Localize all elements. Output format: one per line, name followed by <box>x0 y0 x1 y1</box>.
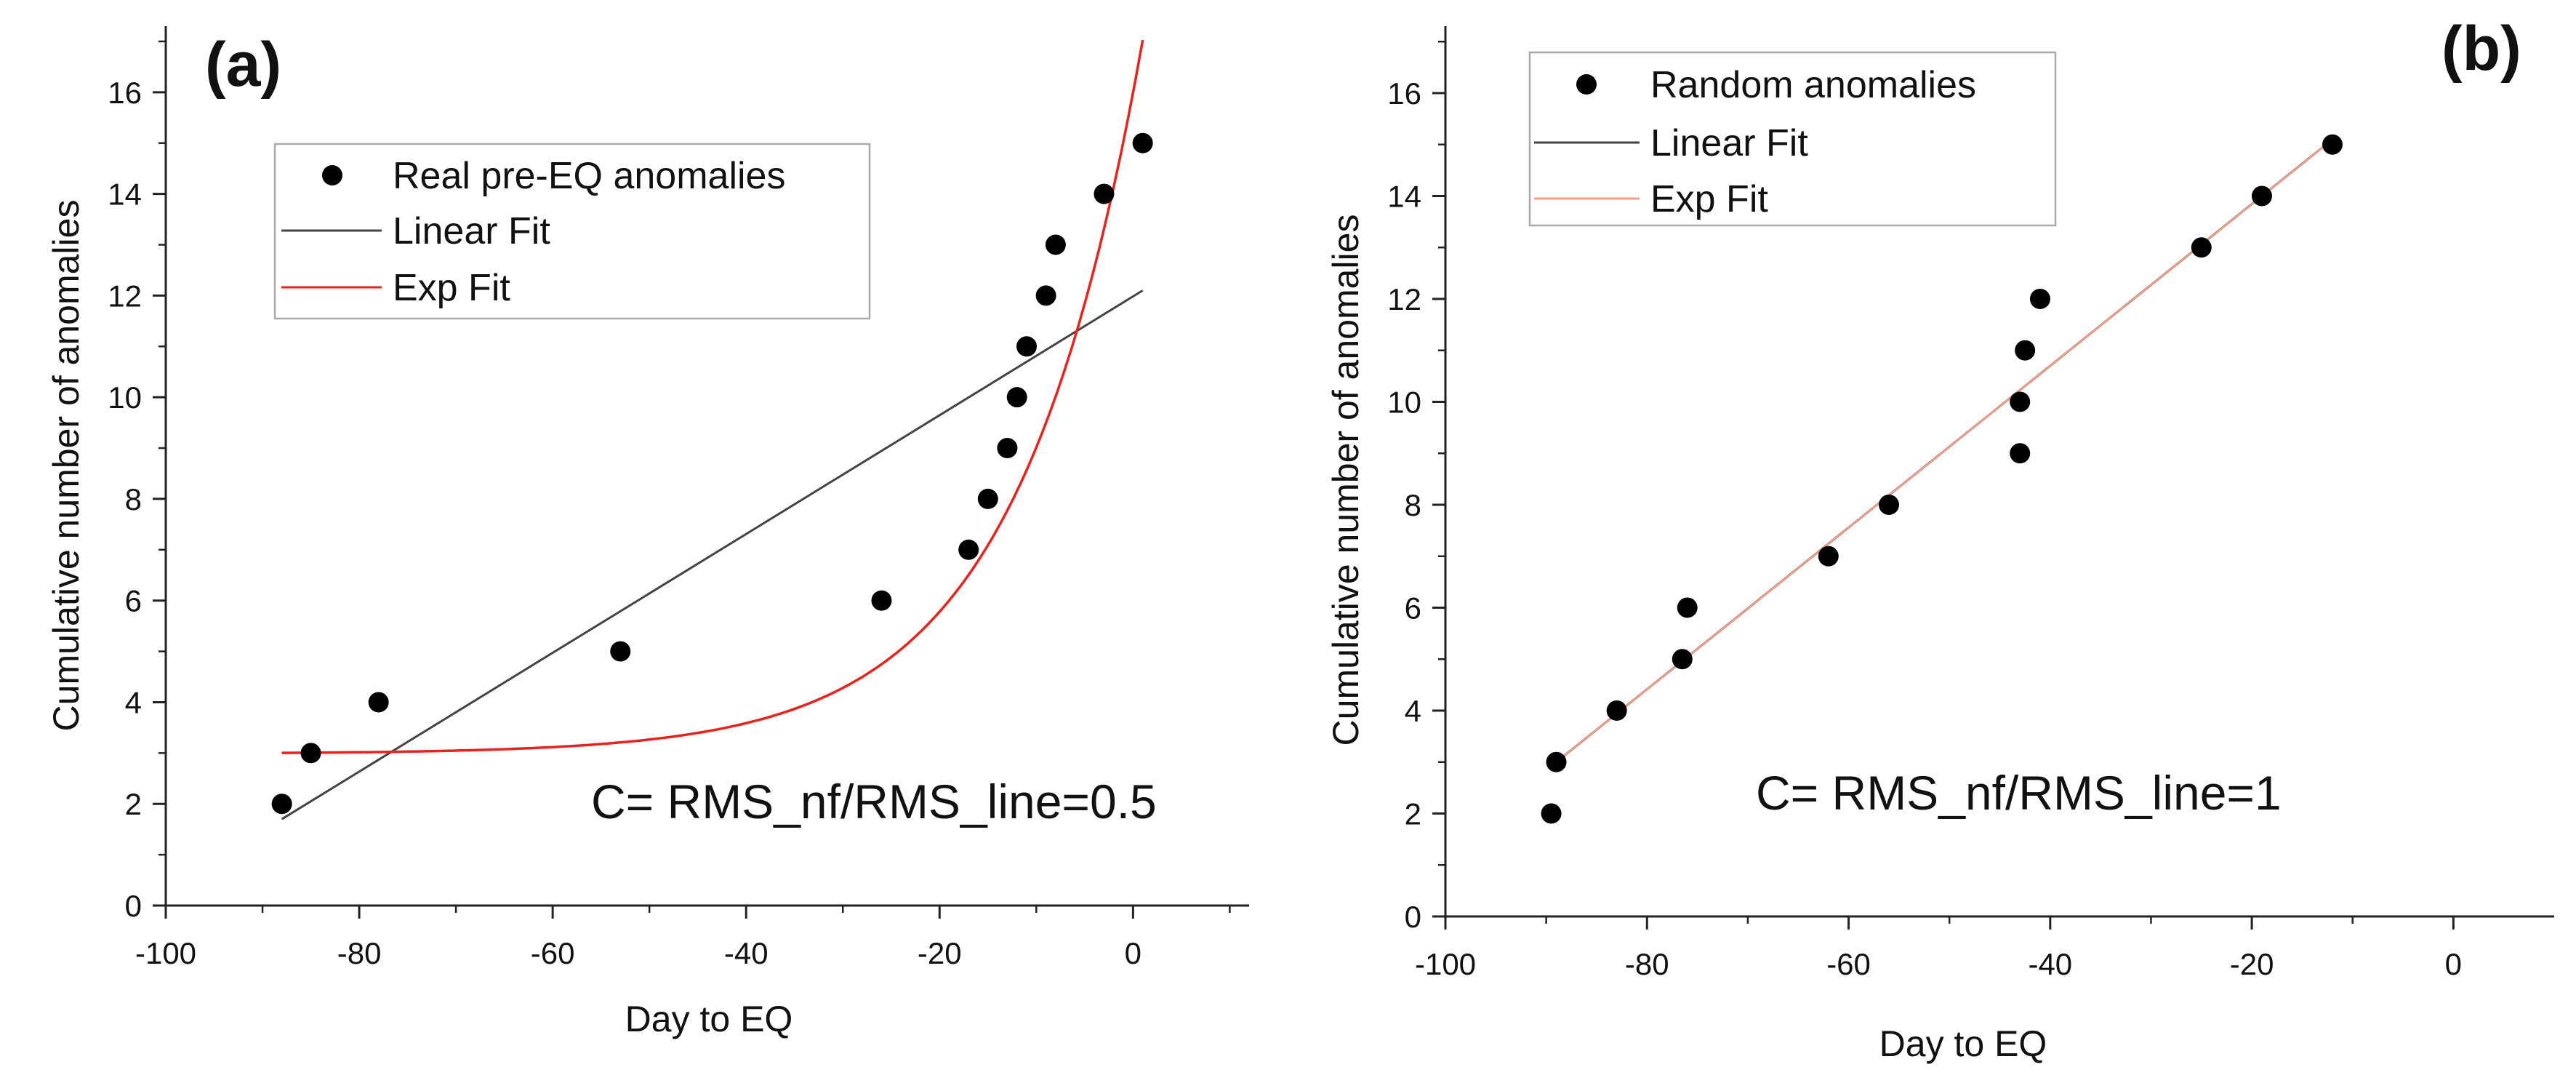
panel-a-fits <box>281 39 1144 820</box>
panel-b-data-point <box>1606 700 1627 721</box>
panel-b-y-tick-label: 10 <box>1387 385 1421 419</box>
panel-b-data-point <box>2010 391 2031 412</box>
panel-a-data-point <box>997 438 1018 459</box>
panel-b-y-ticks: 0 2 4 6 8 10 12 14 16 <box>1387 40 1445 934</box>
panel-a-legend-exp-label: Exp Fit <box>393 267 510 309</box>
panel-a-linear-fit-line <box>281 289 1144 820</box>
panel-b-y-tick-label: 16 <box>1387 76 1421 111</box>
panel-a-legend-points-label: Real pre-EQ anomalies <box>393 155 785 197</box>
panel-a-data-point <box>1094 183 1115 204</box>
panel-b-x-tick-label: 0 <box>2445 947 2462 981</box>
panel-a-legend: Real pre-EQ anomalies Linear Fit Exp Fit <box>273 143 871 320</box>
panel-a-data-point <box>300 743 321 764</box>
panel-a-axes <box>164 26 1249 907</box>
panel-a-y-tick-label: 12 <box>108 279 142 313</box>
panel-a-data-point <box>871 590 892 611</box>
panel-b-x-tick-label: -80 <box>1625 947 1669 981</box>
panel-b-data-point <box>2251 185 2272 207</box>
panel-b-data-point <box>2191 237 2212 258</box>
panel-a-y-ticks: 0 2 4 6 8 10 12 14 16 <box>108 40 166 923</box>
panel-b-label: (b) <box>2441 14 2521 84</box>
panel-b-data-point <box>2010 443 2031 464</box>
panel-a-y-tick-label: 8 <box>125 482 142 516</box>
panel-a: (a) -100 -80 -60 -40 -20 0 0 2 4 6 8 10 12 14 16 Day … <box>46 26 1249 1039</box>
panel-a-legend-linear-label: Linear Fit <box>393 210 550 252</box>
panel-b-x-tick-label: -20 <box>2230 947 2274 981</box>
panel-a-data-point <box>1132 132 1153 153</box>
panel-a-data-point <box>1006 387 1027 408</box>
panel-b-y-tick-label: 2 <box>1405 796 1421 831</box>
panel-a-y-axis-title: Cumulative number of anomalies <box>46 200 87 732</box>
panel-a-data-point <box>958 539 979 560</box>
panel-a-legend-marker-icon <box>322 165 342 185</box>
panel-b-legend: Random anomalies Linear Fit Exp Fit <box>1528 51 2057 227</box>
panel-a-y-tick-label: 4 <box>125 685 142 719</box>
panel-a-data-point <box>977 488 998 509</box>
panel-b-legend-exp-label: Exp Fit <box>1650 178 1768 220</box>
panel-b-y-tick-label: 0 <box>1405 900 1421 934</box>
panel-b-data-point <box>1818 546 1839 567</box>
panel-b-legend-linear-label: Linear Fit <box>1650 122 1808 164</box>
panel-b-y-tick-label: 8 <box>1405 488 1421 522</box>
panel-a-x-tick-label: -100 <box>135 936 196 970</box>
panel-b-legend-box <box>1528 51 2057 227</box>
panel-b-data-point <box>2015 340 2036 361</box>
panel-b-y-tick-label: 6 <box>1405 591 1421 625</box>
panel-b-data-point <box>1677 597 1698 618</box>
panel-a-data-point <box>1045 234 1066 255</box>
panel-b-annotation: C= RMS_nf/RMS_line=1 <box>1756 766 2282 820</box>
panel-b-points <box>1541 134 2343 824</box>
panel-b-x-tick-label: -60 <box>1826 947 1871 981</box>
panel-a-x-tick-label: -20 <box>918 936 962 970</box>
panel-a-x-tick-label: -60 <box>531 936 575 970</box>
panel-b-data-point <box>2322 134 2343 155</box>
panel-a-y-tick-label: 14 <box>108 177 142 212</box>
panel-b-fits <box>1555 138 2333 763</box>
panel-a-data-point <box>368 692 389 713</box>
panel-a-y-tick-label: 10 <box>108 380 142 415</box>
panel-a-y-tick-label: 16 <box>108 76 142 110</box>
panel-b-x-tick-label: -40 <box>2028 947 2072 981</box>
panel-b-y-axis-title: Cumulative number of anomalies <box>1325 215 1366 746</box>
panel-b: (b) -100 -80 -60 -40 -20 0 0 2 4 6 8 10 12 14 16 Day … <box>1325 14 2554 1064</box>
panel-a-annotation: C= RMS_nf/RMS_line=0.5 <box>591 775 1157 828</box>
panel-b-x-axis-title: Day to EQ <box>1879 1023 2047 1064</box>
panel-a-y-tick-label: 2 <box>125 787 142 821</box>
panel-a-y-tick-label: 0 <box>125 889 142 923</box>
panel-b-data-point <box>1672 649 1693 670</box>
panel-a-x-ticks: -100 -80 -60 -40 -20 0 <box>135 906 1231 970</box>
panel-a-label: (a) <box>205 30 281 100</box>
panel-a-exp-fit-curve <box>281 39 1144 754</box>
panel-a-x-tick-label: -40 <box>724 936 769 970</box>
panel-a-points <box>271 132 1153 815</box>
panel-a-x-tick-label: -80 <box>337 936 382 970</box>
panel-a-x-tick-label: 0 <box>1125 936 1141 970</box>
panel-b-legend-points-label: Random anomalies <box>1650 64 1976 106</box>
panel-b-data-point <box>2029 288 2050 309</box>
panel-b-y-tick-label: 4 <box>1405 694 1421 728</box>
panel-b-axes <box>1444 26 2554 918</box>
panel-b-data-point <box>1546 751 1567 772</box>
panel-b-data-point <box>1541 803 1562 824</box>
panel-b-legend-marker-icon <box>1576 74 1597 95</box>
panel-a-data-point <box>610 641 631 662</box>
panel-a-data-point <box>271 794 292 815</box>
panel-b-data-point <box>1879 494 1899 515</box>
panel-a-x-axis-title: Day to EQ <box>625 999 793 1039</box>
panel-a-data-point <box>1016 336 1038 357</box>
panel-b-y-tick-label: 12 <box>1387 282 1421 316</box>
panel-a-y-tick-label: 6 <box>125 584 142 618</box>
panel-b-exp-fit-line <box>1555 138 2333 763</box>
panel-a-data-point <box>1035 285 1056 306</box>
panel-b-x-ticks: -100 -80 -60 -40 -20 0 <box>1415 916 2462 981</box>
panel-b-x-tick-label: -100 <box>1415 947 1476 981</box>
panel-b-y-tick-label: 14 <box>1387 179 1421 213</box>
